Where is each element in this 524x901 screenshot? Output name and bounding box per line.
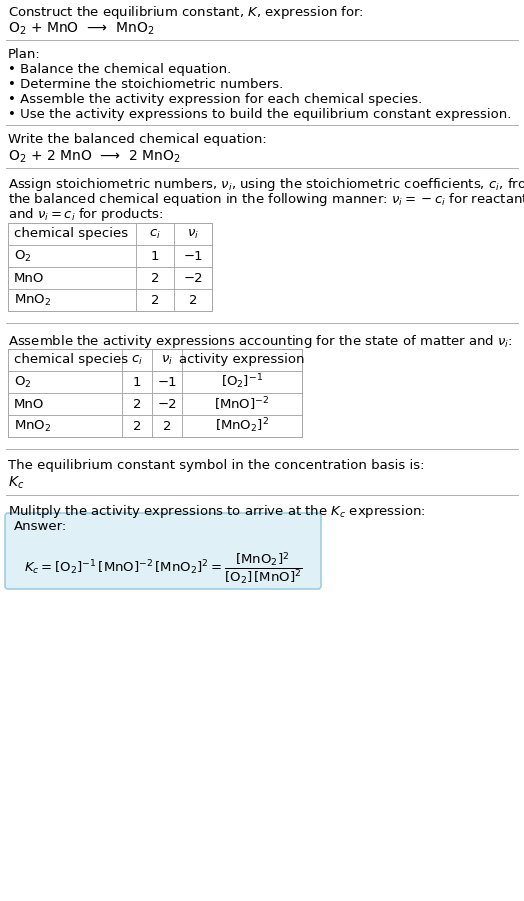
Text: 1: 1 xyxy=(151,250,159,262)
Text: chemical species: chemical species xyxy=(14,353,128,367)
Text: MnO$_2$: MnO$_2$ xyxy=(14,293,51,307)
Text: $\nu_i$: $\nu_i$ xyxy=(161,353,173,367)
Text: $\nu_i$: $\nu_i$ xyxy=(187,227,199,241)
Bar xyxy=(182,371,302,393)
Text: O$_2$ + MnO  ⟶  MnO$_2$: O$_2$ + MnO ⟶ MnO$_2$ xyxy=(8,21,155,38)
Bar xyxy=(136,267,174,289)
Text: $K_c$: $K_c$ xyxy=(8,475,24,491)
Bar xyxy=(8,349,122,371)
Text: • Assemble the activity expression for each chemical species.: • Assemble the activity expression for e… xyxy=(8,93,422,106)
Text: 2: 2 xyxy=(133,420,141,432)
Text: O$_2$: O$_2$ xyxy=(14,249,31,264)
Text: [O$_2$]$^{-1}$: [O$_2$]$^{-1}$ xyxy=(221,373,263,391)
Text: Plan:: Plan: xyxy=(8,48,41,61)
Bar xyxy=(122,415,152,437)
Bar xyxy=(122,371,152,393)
Text: [MnO]$^{-2}$: [MnO]$^{-2}$ xyxy=(214,396,270,413)
Bar xyxy=(136,245,174,267)
Text: MnO$_2$: MnO$_2$ xyxy=(14,418,51,433)
Bar xyxy=(8,245,136,267)
Text: MnO: MnO xyxy=(14,397,45,411)
Text: • Use the activity expressions to build the equilibrium constant expression.: • Use the activity expressions to build … xyxy=(8,108,511,121)
Bar xyxy=(8,371,122,393)
Text: MnO: MnO xyxy=(14,271,45,285)
Bar xyxy=(122,393,152,415)
Text: Assign stoichiometric numbers, $\nu_i$, using the stoichiometric coefficients, $: Assign stoichiometric numbers, $\nu_i$, … xyxy=(8,176,524,193)
Text: O$_2$ + 2 MnO  ⟶  2 MnO$_2$: O$_2$ + 2 MnO ⟶ 2 MnO$_2$ xyxy=(8,149,181,166)
Bar xyxy=(174,223,212,245)
Bar xyxy=(152,393,182,415)
Bar xyxy=(8,223,136,245)
Bar xyxy=(174,289,212,311)
Bar xyxy=(8,349,302,437)
Text: O$_2$: O$_2$ xyxy=(14,375,31,389)
Bar xyxy=(8,393,122,415)
Text: The equilibrium constant symbol in the concentration basis is:: The equilibrium constant symbol in the c… xyxy=(8,459,424,472)
Text: $c_i$: $c_i$ xyxy=(149,227,161,241)
Bar xyxy=(122,349,152,371)
Text: 2: 2 xyxy=(133,397,141,411)
Text: 2: 2 xyxy=(163,420,171,432)
Text: −2: −2 xyxy=(157,397,177,411)
Text: Write the balanced chemical equation:: Write the balanced chemical equation: xyxy=(8,133,267,146)
Text: Assemble the activity expressions accounting for the state of matter and $\nu_i$: Assemble the activity expressions accoun… xyxy=(8,333,512,350)
Bar xyxy=(136,289,174,311)
Text: and $\nu_i = c_i$ for products:: and $\nu_i = c_i$ for products: xyxy=(8,206,163,223)
Text: $K_c = [\mathrm{O_2}]^{-1}\,[\mathrm{MnO}]^{-2}\,[\mathrm{MnO_2}]^2 = \dfrac{[\m: $K_c = [\mathrm{O_2}]^{-1}\,[\mathrm{MnO… xyxy=(24,551,302,587)
Text: Mulitply the activity expressions to arrive at the $K_c$ expression:: Mulitply the activity expressions to arr… xyxy=(8,503,426,520)
Bar xyxy=(152,349,182,371)
Bar xyxy=(182,349,302,371)
Bar xyxy=(8,415,122,437)
Bar xyxy=(174,267,212,289)
Text: • Balance the chemical equation.: • Balance the chemical equation. xyxy=(8,63,231,76)
Text: −1: −1 xyxy=(157,376,177,388)
Text: chemical species: chemical species xyxy=(14,227,128,241)
Bar xyxy=(182,415,302,437)
Bar xyxy=(174,245,212,267)
Text: • Determine the stoichiometric numbers.: • Determine the stoichiometric numbers. xyxy=(8,78,283,91)
Text: activity expression: activity expression xyxy=(179,353,305,367)
Bar xyxy=(152,371,182,393)
Text: Answer:: Answer: xyxy=(14,520,67,533)
Text: $c_i$: $c_i$ xyxy=(131,353,143,367)
Text: Construct the equilibrium constant, $K$, expression for:: Construct the equilibrium constant, $K$,… xyxy=(8,4,364,21)
Bar xyxy=(8,289,136,311)
Text: the balanced chemical equation in the following manner: $\nu_i = -c_i$ for react: the balanced chemical equation in the fo… xyxy=(8,191,524,208)
Bar xyxy=(182,393,302,415)
Text: [MnO$_2$]$^2$: [MnO$_2$]$^2$ xyxy=(215,416,269,435)
Bar xyxy=(136,223,174,245)
Text: −2: −2 xyxy=(183,271,203,285)
Bar xyxy=(8,267,136,289)
Text: 1: 1 xyxy=(133,376,141,388)
Bar xyxy=(8,223,212,311)
Text: −1: −1 xyxy=(183,250,203,262)
FancyBboxPatch shape xyxy=(5,513,321,589)
Bar xyxy=(152,415,182,437)
Text: 2: 2 xyxy=(151,294,159,306)
Text: 2: 2 xyxy=(151,271,159,285)
Text: 2: 2 xyxy=(189,294,197,306)
